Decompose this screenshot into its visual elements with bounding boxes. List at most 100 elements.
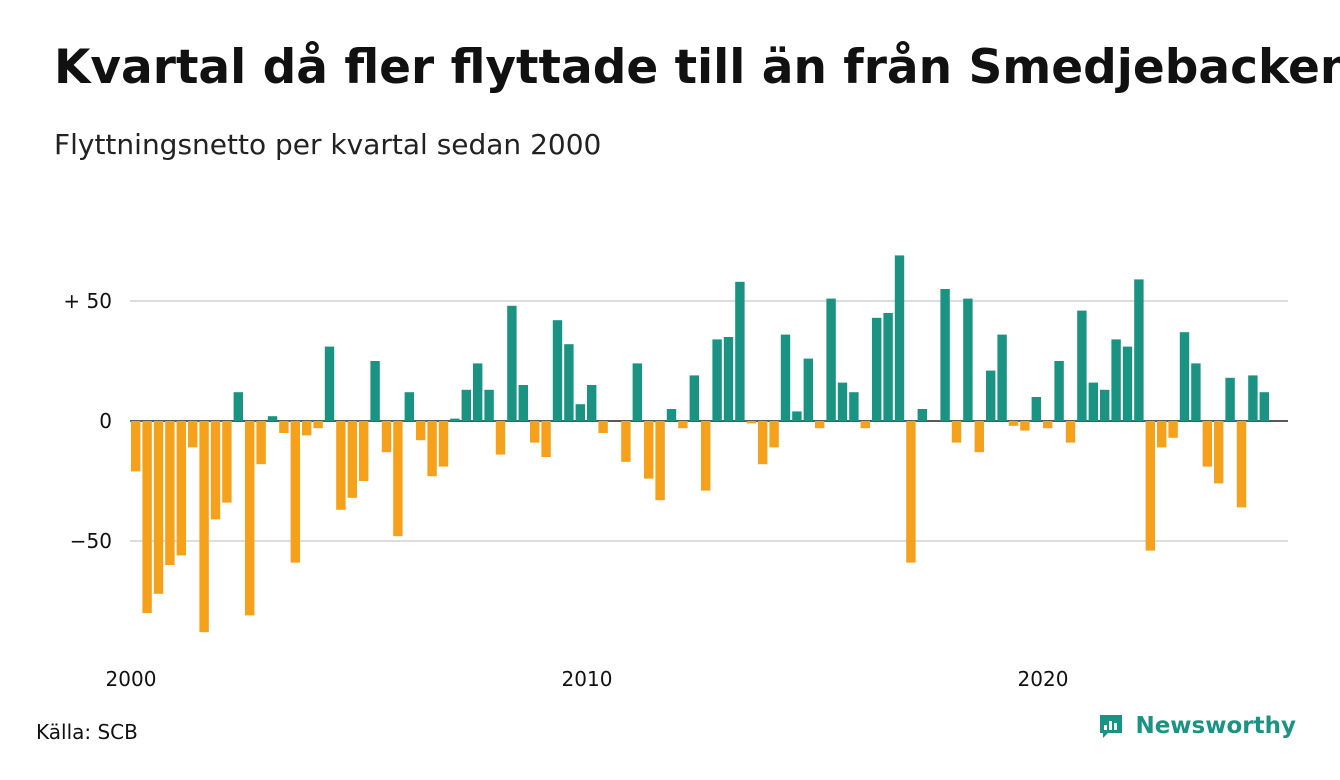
bar-33 bbox=[507, 305, 517, 421]
bar-46 bbox=[655, 421, 665, 501]
bar-81 bbox=[1054, 361, 1064, 421]
bar-93 bbox=[1191, 363, 1201, 421]
bar-32 bbox=[495, 421, 506, 455]
bar-98 bbox=[1248, 375, 1258, 421]
bar-41 bbox=[598, 421, 608, 433]
bar-8 bbox=[222, 421, 232, 503]
bar-45 bbox=[644, 421, 654, 479]
bar-62 bbox=[837, 382, 848, 421]
bar-72 bbox=[951, 421, 962, 443]
bar-80 bbox=[1043, 421, 1053, 429]
bar-57 bbox=[780, 334, 791, 421]
bar-layer bbox=[131, 255, 1269, 633]
bar-23 bbox=[393, 421, 403, 537]
chart-title: Kvartal då fler flyttade till än från Sm… bbox=[54, 40, 1340, 95]
bar-36 bbox=[541, 421, 551, 457]
bar-58 bbox=[792, 411, 802, 421]
bar-16 bbox=[313, 421, 323, 429]
bar-37 bbox=[552, 320, 563, 421]
bar-12 bbox=[267, 416, 278, 421]
bar-96 bbox=[1225, 377, 1235, 421]
brand-logo: Newsworthy bbox=[1097, 712, 1296, 740]
bar-71 bbox=[940, 289, 950, 421]
x-tick-label-1: 2010 bbox=[562, 667, 613, 691]
bar-21 bbox=[370, 361, 380, 421]
bar-59 bbox=[803, 358, 813, 421]
bar-55 bbox=[758, 421, 768, 465]
bar-77 bbox=[1008, 421, 1019, 426]
bar-94 bbox=[1202, 421, 1212, 467]
bar-35 bbox=[530, 421, 540, 443]
bar-60 bbox=[815, 421, 825, 429]
bar-17 bbox=[324, 346, 335, 421]
x-tick-label-0: 2000 bbox=[106, 667, 157, 691]
bar-61 bbox=[826, 298, 836, 421]
bar-63 bbox=[849, 392, 859, 421]
bar-22 bbox=[381, 421, 392, 453]
x-tick-label-2: 2020 bbox=[1018, 667, 1069, 691]
bar-20 bbox=[359, 421, 369, 481]
bar-79 bbox=[1031, 397, 1041, 421]
bar-67 bbox=[894, 255, 905, 421]
bar-95 bbox=[1214, 421, 1224, 484]
bar-9 bbox=[233, 392, 243, 421]
brand-name: Newsworthy bbox=[1135, 713, 1296, 739]
bar-24 bbox=[404, 392, 414, 421]
bar-39 bbox=[575, 404, 585, 421]
bar-91 bbox=[1168, 421, 1178, 438]
bar-68 bbox=[906, 421, 916, 563]
bar-0 bbox=[131, 421, 141, 472]
bar-76 bbox=[997, 334, 1007, 421]
bar-30 bbox=[473, 363, 483, 421]
bar-1 bbox=[142, 421, 152, 613]
bar-34 bbox=[518, 385, 528, 421]
bar-78 bbox=[1020, 421, 1030, 431]
bar-65 bbox=[872, 317, 882, 421]
chart-subtitle: Flyttningsnetto per kvartal sedan 2000 bbox=[54, 128, 602, 161]
source-note: Källa: SCB bbox=[36, 720, 138, 744]
bar-47 bbox=[666, 409, 677, 421]
bar-5 bbox=[188, 421, 198, 448]
bar-51 bbox=[712, 339, 722, 421]
bar-43 bbox=[621, 421, 631, 462]
bar-40 bbox=[587, 385, 597, 421]
bar-73 bbox=[963, 298, 973, 421]
bar-chart: + 50 0 −50 2000 2010 2020 bbox=[63, 255, 1288, 691]
y-tick-label-2: −50 bbox=[70, 529, 112, 553]
bar-99 bbox=[1259, 392, 1269, 421]
bar-64 bbox=[860, 421, 870, 429]
y-tick-label-0: + 50 bbox=[63, 289, 112, 313]
newsworthy-logo-icon bbox=[1100, 715, 1123, 738]
bar-11 bbox=[256, 421, 266, 465]
bar-97 bbox=[1236, 421, 1247, 508]
bar-84 bbox=[1088, 382, 1098, 421]
bar-28 bbox=[450, 418, 460, 421]
bar-82 bbox=[1065, 421, 1076, 443]
label-layer: + 50 0 −50 2000 2010 2020 bbox=[63, 289, 1068, 691]
bar-50 bbox=[701, 421, 711, 491]
bar-89 bbox=[1145, 421, 1155, 551]
bar-2 bbox=[153, 421, 164, 594]
bar-87 bbox=[1122, 346, 1133, 421]
bar-44 bbox=[632, 363, 642, 421]
bar-83 bbox=[1077, 310, 1087, 421]
bar-7 bbox=[210, 421, 221, 520]
bar-75 bbox=[986, 370, 996, 421]
bar-66 bbox=[883, 313, 893, 421]
bar-74 bbox=[974, 421, 984, 453]
bar-14 bbox=[290, 421, 300, 563]
bar-26 bbox=[427, 421, 437, 477]
bar-6 bbox=[199, 421, 209, 633]
bar-92 bbox=[1179, 332, 1190, 421]
bar-49 bbox=[689, 375, 699, 421]
bar-15 bbox=[302, 421, 312, 436]
bar-53 bbox=[735, 281, 745, 421]
bar-48 bbox=[678, 421, 688, 429]
bar-56 bbox=[769, 421, 779, 448]
bar-54 bbox=[746, 421, 756, 424]
bar-69 bbox=[917, 409, 927, 421]
bar-3 bbox=[165, 421, 175, 565]
bar-90 bbox=[1157, 421, 1167, 448]
bar-31 bbox=[484, 389, 494, 421]
bar-10 bbox=[245, 421, 255, 616]
